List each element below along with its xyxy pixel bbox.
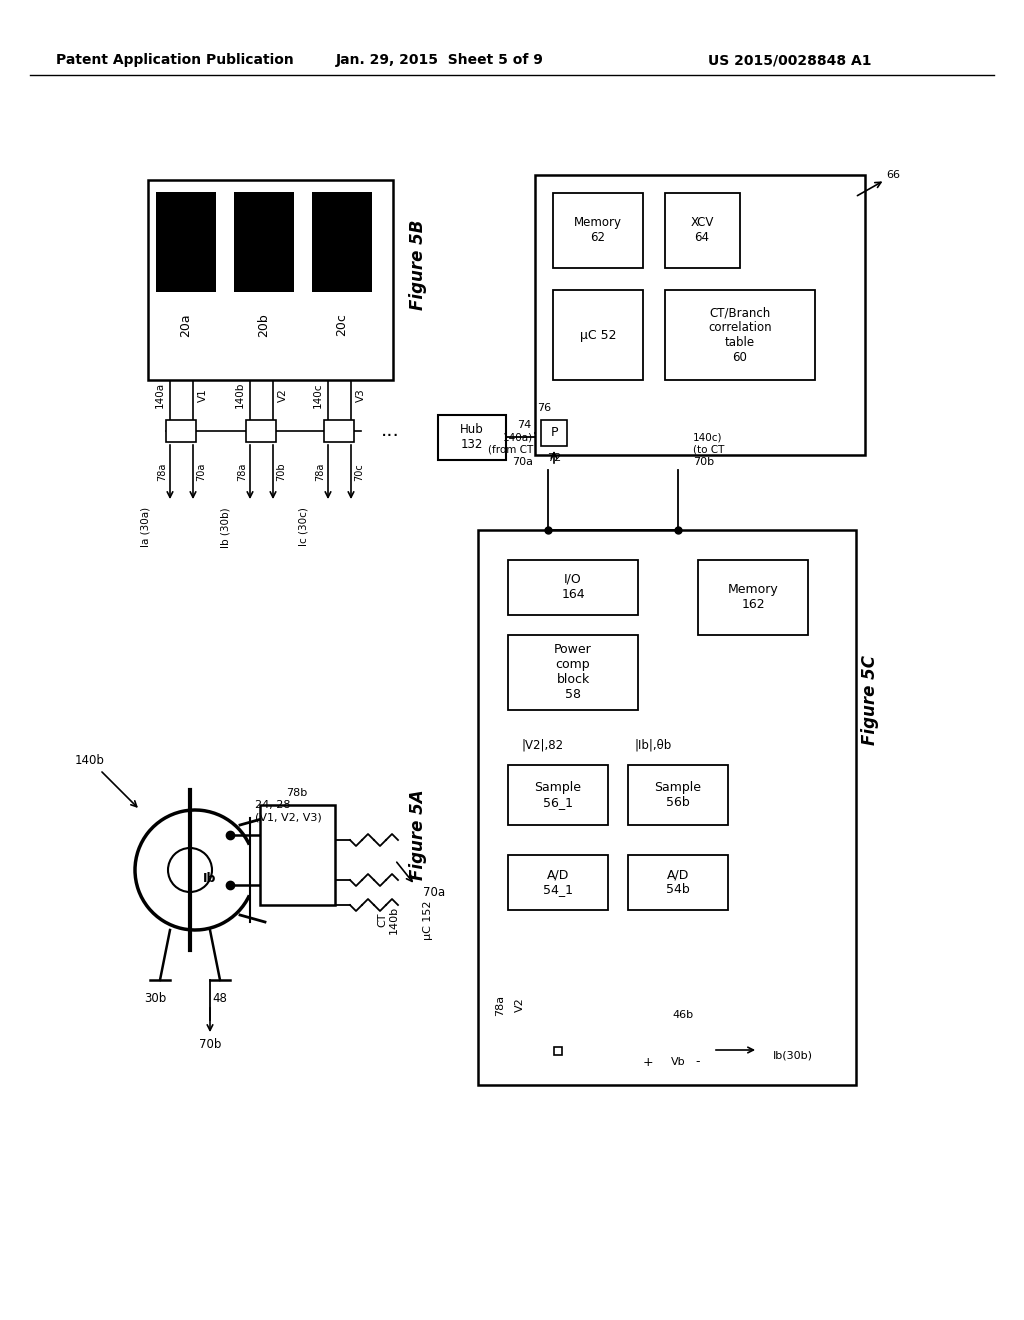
Bar [234, 191, 294, 292]
Text: Memory
162: Memory 162 [728, 583, 778, 611]
Bar [553, 193, 643, 268]
Text: Figure 5B: Figure 5B [409, 220, 427, 310]
Text: 140b: 140b [75, 754, 104, 767]
Bar [260, 805, 335, 906]
Text: Ib: Ib [203, 871, 216, 884]
Text: V3: V3 [356, 388, 366, 401]
Text: 72: 72 [547, 453, 561, 463]
Text: V2: V2 [278, 388, 288, 401]
Text: (to CT: (to CT [693, 445, 724, 455]
Text: 78a: 78a [157, 463, 167, 482]
Bar [628, 766, 728, 825]
Text: CT
140b: CT 140b [377, 906, 398, 935]
Text: |V2|,82: |V2|,82 [522, 738, 564, 751]
Bar [478, 531, 856, 1085]
Text: μC 52: μC 52 [580, 329, 616, 342]
Bar [628, 855, 728, 909]
Text: V2: V2 [515, 998, 525, 1012]
Bar [554, 1047, 562, 1055]
Text: 30b: 30b [144, 991, 166, 1005]
Text: Figure 5C: Figure 5C [861, 655, 879, 744]
Text: 76: 76 [537, 403, 551, 413]
Text: CT/Branch
correlation
table
60: CT/Branch correlation table 60 [709, 306, 772, 364]
Text: V1: V1 [198, 388, 208, 401]
Bar [166, 420, 196, 442]
Text: 70b: 70b [199, 1039, 221, 1052]
Text: A/D
54_1: A/D 54_1 [543, 869, 573, 896]
Text: P: P [550, 426, 558, 440]
Text: (from CT: (from CT [487, 445, 534, 455]
Bar [246, 420, 276, 442]
Text: Patent Application Publication: Patent Application Publication [56, 53, 294, 67]
Text: 140c: 140c [313, 383, 323, 408]
Text: Ia (30a): Ia (30a) [140, 507, 150, 546]
Bar [698, 560, 808, 635]
Bar [156, 191, 216, 292]
Text: 78a: 78a [315, 463, 325, 482]
Bar [438, 414, 506, 459]
Text: XCV
64: XCV 64 [690, 216, 714, 244]
Text: 74: 74 [517, 420, 531, 430]
Text: Sample
56b: Sample 56b [654, 781, 701, 809]
Bar [665, 193, 740, 268]
Text: 140c): 140c) [693, 433, 723, 444]
Text: +: + [643, 1056, 653, 1068]
Text: 48: 48 [213, 991, 227, 1005]
Text: 140a): 140a) [503, 433, 534, 444]
Text: 70b: 70b [693, 457, 714, 467]
Text: Sample
56_1: Sample 56_1 [535, 781, 582, 809]
Bar [324, 420, 354, 442]
Text: Ic (30c): Ic (30c) [298, 507, 308, 546]
Bar [541, 420, 567, 446]
Text: 20b: 20b [257, 313, 270, 337]
Text: 140b: 140b [234, 381, 245, 408]
Text: Power
comp
block
58: Power comp block 58 [554, 643, 592, 701]
Bar [665, 290, 815, 380]
Text: Ib(30b): Ib(30b) [773, 1049, 813, 1060]
Text: I/O
164: I/O 164 [561, 573, 585, 601]
Text: 78b: 78b [287, 788, 307, 799]
Text: Ib (30b): Ib (30b) [220, 507, 230, 548]
Text: Vb: Vb [671, 1057, 685, 1067]
Bar [312, 191, 372, 292]
Text: Figure 5A: Figure 5A [409, 789, 427, 880]
Text: (V1, V2, V3): (V1, V2, V3) [255, 812, 322, 822]
Text: 66: 66 [886, 170, 900, 180]
Text: Jan. 29, 2015  Sheet 5 of 9: Jan. 29, 2015 Sheet 5 of 9 [336, 53, 544, 67]
Text: 78a: 78a [495, 994, 505, 1015]
Text: 78a: 78a [237, 463, 247, 482]
Text: 70b: 70b [276, 463, 286, 482]
Text: A/D
54b: A/D 54b [667, 869, 690, 896]
Bar [508, 635, 638, 710]
Text: 20c: 20c [336, 314, 348, 337]
Text: Hub
132: Hub 132 [460, 422, 484, 451]
Bar [148, 180, 393, 380]
Text: US 2015/0028848 A1: US 2015/0028848 A1 [709, 53, 871, 67]
Text: Memory
62: Memory 62 [574, 216, 622, 244]
Bar [508, 766, 608, 825]
Text: -: - [695, 1056, 700, 1068]
Text: 24, 28: 24, 28 [255, 800, 291, 810]
Text: μC 152: μC 152 [423, 900, 433, 940]
Text: 70a: 70a [423, 886, 445, 899]
Text: |Ib|,θb: |Ib|,θb [635, 738, 672, 751]
Text: 140a: 140a [155, 381, 165, 408]
Bar [553, 290, 643, 380]
Text: 46b: 46b [673, 1010, 693, 1020]
Text: 20a: 20a [179, 313, 193, 337]
Text: 70a: 70a [196, 463, 206, 482]
Text: 70a: 70a [512, 457, 534, 467]
Text: ...: ... [381, 421, 399, 441]
Bar [508, 560, 638, 615]
Bar [508, 855, 608, 909]
Bar [535, 176, 865, 455]
Text: 70c: 70c [354, 463, 364, 480]
